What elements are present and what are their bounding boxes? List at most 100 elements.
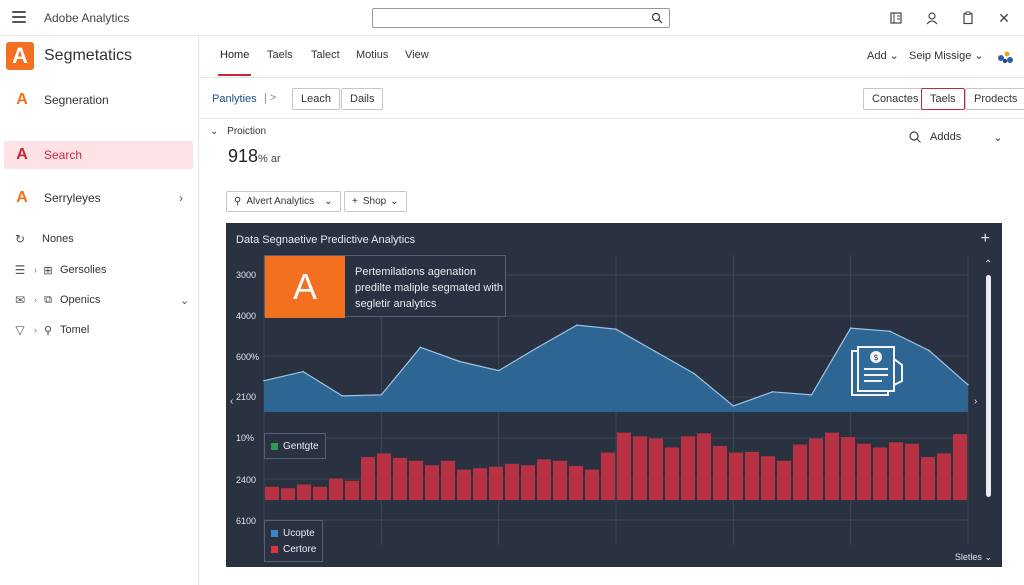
- share-icon: ⧉: [44, 293, 52, 306]
- brand-logo: A: [6, 42, 34, 70]
- add-chart-button[interactable]: +: [980, 230, 990, 247]
- add-menu[interactable]: Add ⌄: [867, 49, 899, 62]
- leach-button[interactable]: Leach: [292, 88, 340, 110]
- area-point: [693, 372, 696, 375]
- add-menu-label: Add: [867, 50, 887, 62]
- sidebar-subitem-nones[interactable]: ↻ Nones: [12, 229, 74, 249]
- analytics-dropdown-label: Alvert Analytics: [246, 196, 315, 207]
- brand-name: Segmetatics: [44, 47, 133, 64]
- clipboard-icon[interactable]: [958, 8, 978, 28]
- sidebar-item-segneration[interactable]: A Segneration: [4, 86, 193, 114]
- taels-button[interactable]: Taels: [921, 88, 965, 110]
- chart-callout: A Pertemilations agenation predilte mali…: [264, 255, 506, 318]
- sidebar-item-search[interactable]: A Search: [4, 141, 193, 169]
- section-header[interactable]: ⌄ Proiction: [210, 126, 266, 137]
- tab-home[interactable]: Home: [217, 49, 252, 76]
- chart-corner-label[interactable]: Sletles ⌄: [955, 552, 992, 563]
- search-input[interactable]: [372, 8, 670, 28]
- search-icon: ⚲: [234, 196, 242, 207]
- area-point: [536, 346, 539, 349]
- menu-icon[interactable]: [12, 11, 26, 23]
- bar-mark: [681, 436, 695, 500]
- search-icon: [651, 12, 663, 24]
- chart-scrollbar[interactable]: [986, 275, 991, 497]
- chart-title: Data Segnaetive Predictive Analytics: [236, 234, 416, 246]
- bar-mark: [393, 457, 407, 500]
- bar-mark: [841, 437, 855, 500]
- bar-mark: [473, 468, 487, 500]
- tab-talect[interactable]: Talect: [311, 49, 340, 61]
- bar-mark: [345, 480, 359, 500]
- bar-mark: [889, 442, 903, 500]
- scroll-up-icon[interactable]: ⌃: [984, 259, 993, 270]
- legend-swatch: [271, 442, 278, 450]
- prodects-button[interactable]: Prodects: [965, 88, 1024, 110]
- area-series: [264, 325, 968, 412]
- sidebar-item-label: Serryleyes: [44, 191, 101, 205]
- bar-mark: [569, 465, 583, 500]
- adds-control[interactable]: Addds ⌄: [908, 130, 1002, 144]
- legend-label: Ucopte: [283, 527, 315, 539]
- shop-dropdown-label: Shop: [362, 196, 387, 207]
- bar-mark: [745, 451, 759, 500]
- tab-motius[interactable]: Motius: [356, 49, 389, 61]
- area-point: [576, 324, 578, 326]
- bar-mark: [521, 465, 535, 500]
- bar-mark: [425, 465, 439, 500]
- y-tick-label: 4000: [236, 311, 257, 321]
- chevron-left-icon[interactable]: ‹: [230, 396, 234, 407]
- chart-panel: Data Segnaetive Predictive Analytics + 3…: [226, 223, 1002, 567]
- y-tick-label: 2100: [236, 392, 257, 402]
- message-menu-label: Seip Missige: [909, 50, 972, 62]
- sidebar-subitem-openics[interactable]: ✉ › ⧉ Openics ⌄: [12, 290, 189, 310]
- y-tick-label: 600%: [236, 352, 260, 362]
- user-icon[interactable]: [922, 8, 942, 28]
- filter-label: Panlyties: [212, 93, 257, 105]
- filter-row: Panlyties | > Leach Dails Conactes Taels…: [200, 79, 1024, 119]
- sidebar-subitem-gersolies[interactable]: ☰ › ⊞ Gersolies: [12, 260, 107, 280]
- area-point: [341, 395, 344, 397]
- bar-mark: [377, 453, 391, 500]
- close-icon[interactable]: ✕: [998, 9, 1010, 26]
- area-point: [302, 370, 304, 373]
- chevron-down-icon: ⌄: [889, 50, 899, 62]
- bar-mark: [361, 457, 375, 500]
- section-title: Proiction: [227, 126, 267, 137]
- tab-view[interactable]: View: [405, 49, 429, 61]
- chart-corner-label-text: Sletles: [954, 552, 982, 562]
- library-icon[interactable]: [886, 8, 906, 28]
- chevron-right-icon[interactable]: ›: [974, 396, 978, 407]
- chevron-right-icon: ›: [34, 295, 37, 305]
- shop-dropdown[interactable]: + Shop ⌄: [344, 191, 407, 212]
- sidebar-subitem-tomel[interactable]: ▽ › ⚲ Tomel: [12, 320, 89, 340]
- message-menu[interactable]: Seip Missige ⌄: [909, 49, 984, 62]
- y-tick-label: 2400: [236, 475, 257, 485]
- y-tick-label: 10%: [236, 433, 255, 443]
- bar-mark: [441, 460, 455, 500]
- area-point: [263, 379, 265, 382]
- sidebar-subitem-label: Nones: [42, 233, 74, 245]
- conactes-button[interactable]: Conactes: [863, 88, 928, 110]
- analytics-dropdown[interactable]: ⚲ Alvert Analytics ⌄: [226, 191, 341, 212]
- y-tick-label: 3000: [236, 270, 257, 280]
- bar-mark: [905, 443, 919, 500]
- apps-icon[interactable]: [996, 48, 1016, 64]
- callout-text: Pertemilations agenation predilte malipl…: [355, 266, 503, 310]
- dails-button[interactable]: Dails: [341, 88, 384, 110]
- sidebar-subitem-label: Openics: [60, 294, 101, 306]
- sidebar-item-serryleyes[interactable]: A Serryleyes ›: [4, 184, 193, 212]
- bar-mark: [281, 488, 295, 500]
- area-point: [380, 394, 383, 396]
- tab-taels[interactable]: Taels: [267, 49, 293, 61]
- segment-icon: ⊞: [43, 264, 53, 277]
- bar-mark: [761, 456, 775, 500]
- area-point: [497, 369, 500, 372]
- sidebar-subitem-label: Gersolies: [60, 264, 107, 276]
- top-icons: ✕: [886, 8, 1014, 28]
- chevron-right-icon: ›: [179, 191, 183, 205]
- tab-bar: Home Taels Talect Motius View Add ⌄ Seip…: [200, 36, 1024, 78]
- filter-separator: | >: [264, 92, 277, 104]
- area-point: [849, 327, 852, 329]
- search-plus-icon: [909, 131, 921, 143]
- bar-mark: [665, 447, 679, 500]
